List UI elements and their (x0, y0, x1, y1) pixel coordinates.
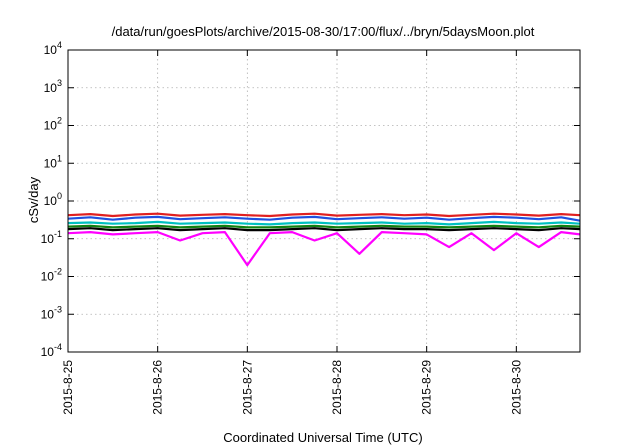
y-tick-base: 10 (41, 270, 55, 284)
chart-title: /data/run/goesPlots/archive/2015-08-30/1… (112, 24, 535, 39)
y-tick-exponent: 4 (57, 40, 62, 50)
y-tick-exponent: -1 (54, 229, 62, 239)
y-tick-base: 10 (41, 345, 55, 359)
y-tick-exponent: 1 (57, 153, 62, 163)
series-line-5 (67, 227, 581, 232)
series-line-6 (67, 231, 581, 267)
plot-frame (67, 49, 581, 353)
y-tick-label: 103 (44, 78, 62, 95)
y-tick-exponent: 0 (57, 191, 62, 201)
y-axis-label: cSv/day (26, 176, 41, 223)
y-tick-label: 100 (44, 191, 62, 208)
x-tick-label: 2015-8-28 (330, 360, 344, 415)
y-tick-exponent: -2 (54, 267, 62, 277)
y-tick-label: 10-3 (41, 304, 62, 321)
y-tick-label: 104 (44, 40, 62, 57)
y-tick-base: 10 (41, 307, 55, 321)
x-axis-label: Coordinated Universal Time (UTC) (223, 430, 422, 445)
x-tick-label: 2015-8-25 (61, 360, 75, 415)
x-axis-ticks: 2015-8-25 2015-8-26 2015-8-27 2015-8-28 2015… (61, 50, 523, 415)
y-tick-base: 10 (44, 119, 58, 133)
series-line-1 (67, 212, 581, 218)
series-line-3 (67, 220, 581, 226)
x-tick-label: 2015-8-26 (151, 360, 165, 415)
y-tick-exponent: -3 (54, 304, 62, 314)
y-tick-label: 10-4 (41, 342, 62, 359)
y-tick-base: 10 (44, 156, 58, 170)
y-tick-exponent: 2 (57, 116, 62, 126)
y-tick-label: 10-1 (41, 229, 62, 246)
x-tick-label: 2015-8-29 (420, 360, 434, 415)
series-line-2 (67, 215, 581, 222)
series-line-4 (67, 224, 581, 229)
y-tick-label: 10-2 (41, 267, 62, 284)
y-tick-base: 10 (44, 194, 58, 208)
y-tick-label: 101 (44, 153, 62, 170)
y-tick-label: 102 (44, 116, 62, 133)
grid-lines (68, 50, 580, 352)
x-tick-label: 2015-8-30 (509, 360, 523, 415)
y-tick-base: 10 (44, 43, 58, 57)
y-tick-exponent: -4 (54, 342, 62, 352)
y-tick-exponent: 3 (57, 78, 62, 88)
y-tick-base: 10 (41, 232, 55, 246)
plot-series (67, 212, 581, 267)
y-tick-base: 10 (44, 81, 58, 95)
x-tick-label: 2015-8-27 (240, 360, 254, 415)
